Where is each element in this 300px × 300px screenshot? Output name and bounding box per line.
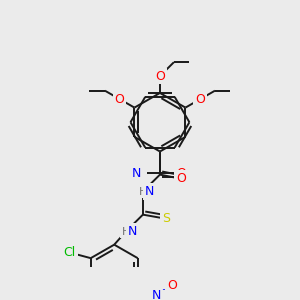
Bar (145, 187, 155, 196)
Text: O: O (115, 93, 124, 106)
Text: S: S (162, 212, 170, 225)
Text: O: O (177, 167, 187, 180)
Text: H: H (130, 167, 138, 180)
Text: H: H (139, 187, 147, 196)
Text: O: O (167, 279, 177, 292)
Bar (160, 214, 170, 223)
Bar (128, 227, 138, 236)
Text: Cl: Cl (64, 246, 76, 259)
Text: O: O (195, 93, 205, 106)
Bar (114, 94, 125, 104)
Bar (135, 168, 146, 178)
Bar (149, 291, 164, 300)
Bar (135, 187, 151, 196)
Text: O: O (176, 172, 186, 185)
Text: +: + (161, 285, 169, 294)
Bar (195, 94, 206, 104)
Text: N: N (145, 185, 154, 198)
Text: N: N (152, 290, 161, 300)
Text: N: N (132, 167, 141, 180)
Bar (118, 227, 134, 236)
Bar (63, 248, 76, 257)
Bar (154, 71, 165, 81)
Bar (176, 168, 187, 178)
Text: N: N (128, 225, 137, 238)
Bar (130, 168, 147, 178)
Bar (174, 174, 184, 183)
Text: H: H (122, 226, 130, 237)
Bar (167, 281, 177, 289)
Text: O: O (155, 70, 165, 83)
